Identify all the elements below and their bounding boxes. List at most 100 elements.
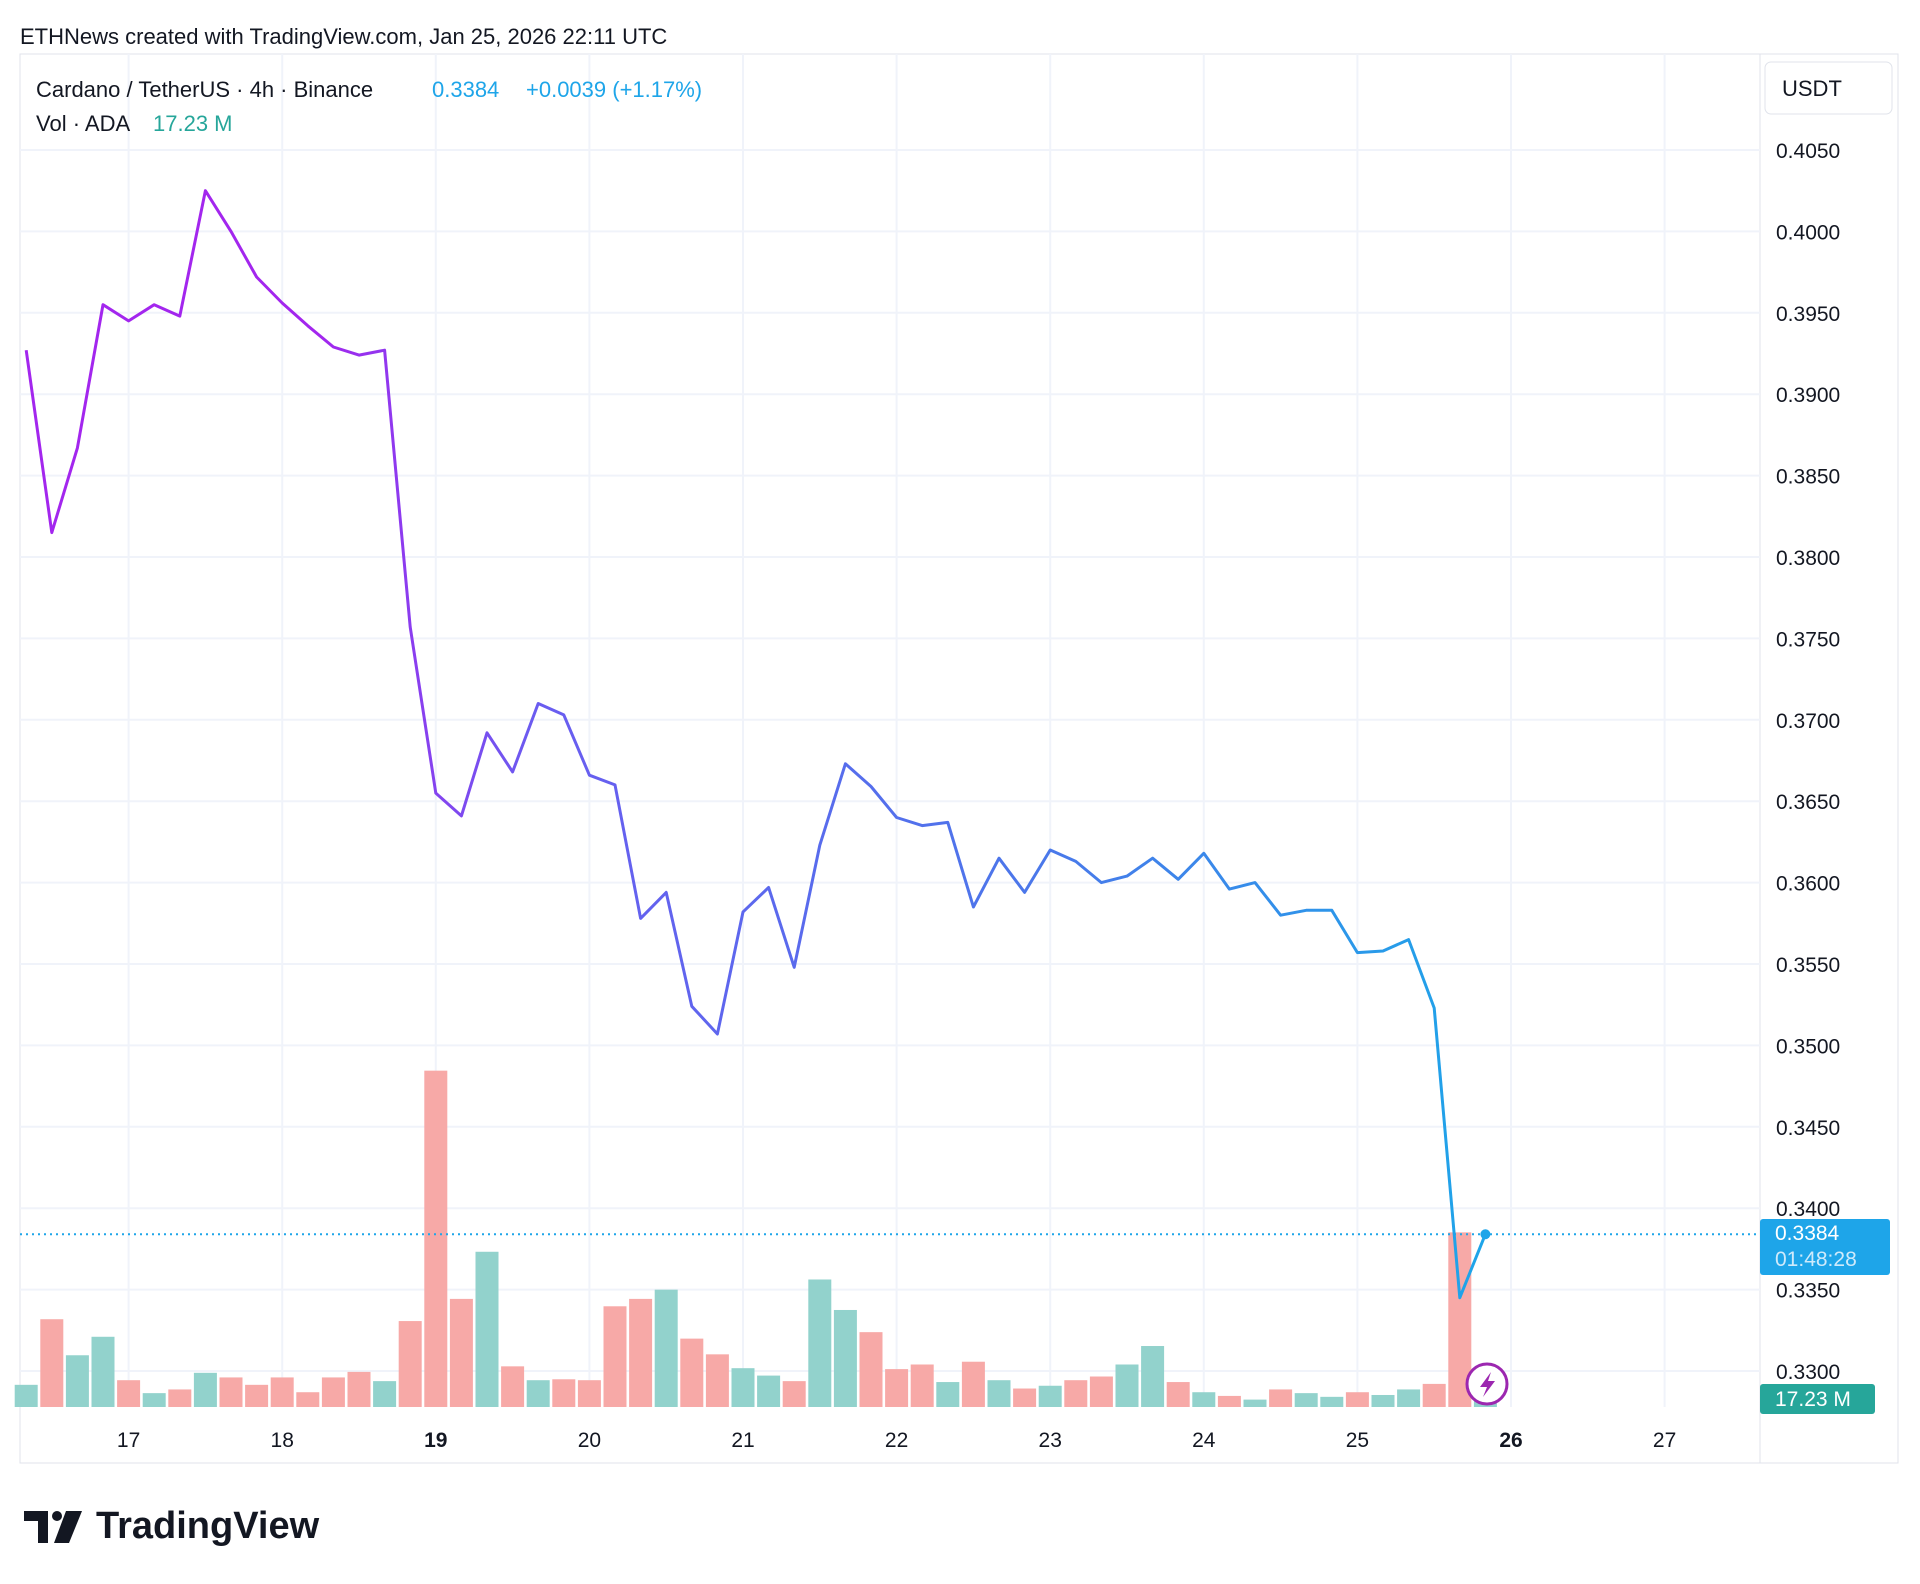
lightning-icon[interactable] xyxy=(1465,1362,1509,1406)
volume-bar xyxy=(449,1298,473,1407)
time-tick-label: 25 xyxy=(1346,1429,1369,1452)
volume-bar xyxy=(757,1375,781,1407)
volume-bar xyxy=(885,1369,909,1407)
volume-bar xyxy=(424,1070,448,1407)
volume-bar xyxy=(1013,1388,1037,1407)
volume-bar xyxy=(1397,1389,1421,1407)
price-tick-label: 0.3900 xyxy=(1776,384,1840,407)
volume-bar xyxy=(1064,1380,1088,1407)
volume-bar xyxy=(1141,1346,1165,1407)
volume-bar xyxy=(270,1377,294,1407)
volume-badge: 17.23 M xyxy=(1760,1384,1875,1414)
volume-bar xyxy=(14,1384,38,1407)
price-tick-label: 0.3350 xyxy=(1776,1280,1840,1303)
volume-bar xyxy=(603,1306,627,1407)
volume-bar xyxy=(961,1361,985,1407)
volume-bar xyxy=(629,1298,653,1407)
volume-bar xyxy=(1089,1376,1113,1407)
price-tick-label: 0.3500 xyxy=(1776,1035,1840,1058)
last-price-value: 0.3384 xyxy=(1775,1222,1840,1245)
volume-bar xyxy=(1448,1232,1472,1407)
volume-bar xyxy=(936,1382,960,1407)
volume-bar xyxy=(680,1338,704,1407)
price-tick-label: 0.3700 xyxy=(1776,710,1840,733)
volume-badge-value: 17.23 M xyxy=(1775,1388,1851,1411)
volume-bar xyxy=(1371,1394,1395,1407)
price-tick-label: 0.3450 xyxy=(1776,1117,1840,1140)
volume-bar xyxy=(782,1381,806,1407)
volume-bar xyxy=(910,1364,934,1407)
volume-bar xyxy=(808,1279,832,1407)
tradingview-logo-icon xyxy=(24,1511,82,1543)
time-axis[interactable]: 17 18 19 20 21 22 23 24 25 26 27 xyxy=(117,1429,1676,1452)
volume-bar xyxy=(142,1393,166,1407)
volume-bar xyxy=(347,1371,371,1407)
legend-volume-label[interactable]: Vol · ADA xyxy=(36,111,130,136)
price-tick-label: 0.4050 xyxy=(1776,140,1840,163)
time-tick-label: 23 xyxy=(1039,1429,1062,1452)
volume-bar xyxy=(373,1381,397,1407)
last-price-badge: 0.3384 01:48:28 xyxy=(1760,1219,1890,1275)
time-tick-label: 20 xyxy=(578,1429,601,1452)
volume-bar xyxy=(40,1319,64,1407)
time-tick-label: 27 xyxy=(1653,1429,1676,1452)
volume-bar xyxy=(1115,1364,1139,1407)
volume-bar xyxy=(1320,1396,1344,1407)
legend-symbol[interactable]: Cardano / TetherUS · 4h · Binance xyxy=(36,77,373,102)
time-tick-label: 21 xyxy=(731,1429,754,1452)
volume-bar xyxy=(501,1366,525,1407)
time-tick-label: 24 xyxy=(1192,1429,1216,1452)
volume-bar xyxy=(526,1380,550,1407)
volume-bar xyxy=(1038,1385,1062,1407)
volume-bar xyxy=(1345,1392,1369,1407)
price-tick-label: 0.3950 xyxy=(1776,303,1840,326)
tradingview-logo[interactable]: TradingView xyxy=(24,1505,320,1547)
header-caption: ETHNews created with TradingView.com, Ja… xyxy=(20,24,667,49)
volume-bars xyxy=(14,1070,1497,1407)
volume-bar xyxy=(245,1384,269,1407)
volume-bar xyxy=(321,1377,345,1407)
volume-bar xyxy=(1217,1395,1241,1407)
grid xyxy=(20,54,1760,1407)
price-tick-label: 0.3300 xyxy=(1776,1361,1840,1384)
time-tick-label: 26 xyxy=(1499,1429,1522,1452)
time-tick-label: 19 xyxy=(424,1429,447,1452)
tradingview-logo-text: TradingView xyxy=(96,1505,320,1547)
volume-bar xyxy=(577,1380,601,1407)
volume-bar xyxy=(1192,1392,1216,1407)
chart-frame xyxy=(19,53,1899,1464)
volume-bar xyxy=(398,1321,422,1407)
volume-bar xyxy=(1243,1399,1267,1407)
bar-countdown: 01:48:28 xyxy=(1775,1248,1857,1271)
volume-bar xyxy=(654,1289,678,1407)
volume-bar xyxy=(705,1354,729,1407)
price-axis[interactable]: 0.4050 0.4000 0.3950 0.3900 0.3850 0.3800 0.37… xyxy=(1776,140,1840,1384)
volume-bar xyxy=(65,1355,89,1407)
currency-label: USDT xyxy=(1782,76,1842,101)
price-tick-label: 0.3850 xyxy=(1776,466,1840,489)
volume-bar xyxy=(1294,1393,1318,1407)
price-tick-label: 0.3600 xyxy=(1776,873,1840,896)
volume-bar xyxy=(552,1379,576,1407)
legend-price: 0.3384 xyxy=(432,77,499,102)
time-tick-label: 17 xyxy=(117,1429,140,1452)
legend-volume-value: 17.23 M xyxy=(153,111,233,136)
price-tick-label: 0.3400 xyxy=(1776,1198,1840,1221)
volume-bar xyxy=(193,1372,217,1407)
price-tick-label: 0.3750 xyxy=(1776,628,1840,651)
legend-change: +0.0039 (+1.17%) xyxy=(526,77,702,102)
price-tick-label: 0.3800 xyxy=(1776,547,1840,570)
last-price-dot xyxy=(1480,1229,1491,1240)
volume-bar xyxy=(168,1389,192,1407)
volume-bar xyxy=(117,1380,141,1407)
volume-bar xyxy=(91,1336,115,1407)
volume-bar xyxy=(296,1392,320,1407)
currency-button[interactable]: USDT xyxy=(1764,61,1893,115)
time-tick-label: 18 xyxy=(271,1429,294,1452)
price-tick-label: 0.3550 xyxy=(1776,954,1840,977)
volume-bar xyxy=(987,1380,1011,1407)
volume-bar xyxy=(1166,1382,1190,1407)
volume-bar xyxy=(731,1368,755,1407)
time-tick-label: 22 xyxy=(885,1429,908,1452)
